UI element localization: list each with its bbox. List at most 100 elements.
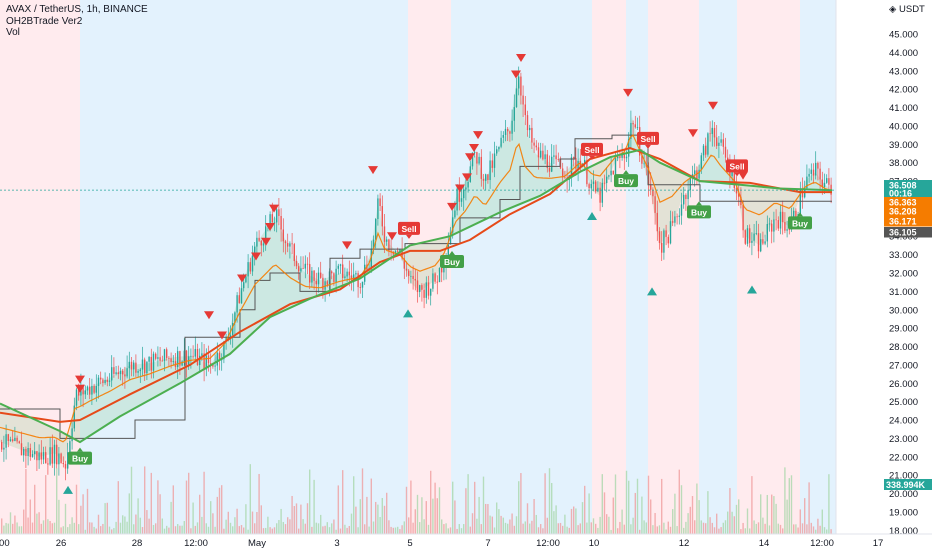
candle-body (36, 451, 38, 461)
candle-body (214, 365, 216, 367)
candle-body (683, 194, 685, 205)
candle-body (742, 205, 744, 231)
volume-bar (456, 528, 458, 534)
candle-body (764, 241, 766, 244)
candle-body (465, 187, 467, 190)
volume-bar (654, 512, 656, 534)
volume-bar (27, 517, 29, 534)
volume-bar (45, 475, 47, 534)
candle-body (247, 262, 249, 277)
volume-bar (141, 527, 144, 534)
candle-body (548, 168, 551, 172)
candle-body (735, 188, 738, 194)
candle-body (603, 182, 606, 184)
volume-bar (581, 502, 584, 534)
volume-bar (265, 527, 267, 534)
volume-bar (370, 478, 372, 534)
volume-bar (201, 516, 203, 534)
candle-body (636, 127, 639, 128)
volume-bar (256, 511, 258, 534)
volume-bar (476, 518, 478, 534)
volume-bar (276, 523, 278, 534)
candle-body (394, 250, 397, 255)
candle-body (309, 264, 311, 283)
candle-body (436, 281, 438, 283)
candle-body (782, 211, 784, 223)
volume-bar (333, 519, 335, 534)
candle-body (625, 156, 628, 159)
volume-bar (722, 522, 724, 534)
candle-body (95, 385, 97, 393)
volume-bar (782, 528, 784, 534)
candle-body (621, 154, 623, 158)
volume-bar (372, 521, 375, 534)
volume-bar (575, 508, 577, 534)
candle-body (427, 282, 430, 296)
volume-bar (163, 528, 166, 534)
volume-bar (588, 493, 590, 534)
time-tick-label: :00 (0, 538, 10, 549)
candle-body (119, 370, 122, 375)
candle-body (113, 367, 115, 374)
candle-body (75, 389, 78, 406)
buy-label (687, 205, 711, 219)
candle-body (599, 187, 601, 203)
volume-indicator-name: Vol (6, 27, 20, 38)
volume-bar (381, 497, 383, 534)
sell-triangle-icon (342, 241, 352, 250)
volume-bar (106, 502, 108, 534)
candle-body (49, 447, 51, 465)
candle-body (218, 352, 221, 361)
volume-bar (234, 517, 236, 534)
candle-body (256, 237, 258, 247)
candle-body (12, 439, 14, 442)
volume-bar (36, 513, 38, 534)
candle-body (562, 168, 564, 178)
candle-body (5, 434, 7, 448)
sell-triangle-icon (204, 311, 214, 320)
volume-bar (339, 528, 342, 534)
candle-body (84, 390, 86, 395)
background-zone (0, 0, 80, 534)
volume-bar (489, 515, 491, 534)
candle-body (23, 448, 25, 456)
volume-bar (361, 468, 364, 534)
buy-label-text: Buy (72, 454, 88, 464)
candle-body (159, 357, 161, 361)
candle-body (489, 160, 491, 180)
candle-body (203, 353, 205, 370)
volume-bar (658, 525, 661, 534)
sell-label (581, 142, 603, 156)
candle-body (801, 189, 804, 198)
buy-label-text: Buy (444, 257, 460, 267)
sell-triangle-icon (75, 384, 85, 393)
volume-bar (40, 523, 42, 534)
candle-body (375, 219, 377, 240)
volume-bar (480, 524, 482, 534)
volume-bar (592, 518, 595, 534)
candle-body (430, 288, 432, 296)
volume-bar (632, 517, 634, 534)
volume-bar (67, 527, 69, 534)
volume-bar (117, 481, 119, 534)
candle-body (592, 181, 595, 185)
candle-body (135, 362, 137, 373)
candle-body (326, 281, 328, 285)
candle-body (342, 264, 344, 278)
candle-body (795, 210, 797, 219)
volume-bar (815, 529, 817, 534)
candle-body (278, 209, 280, 217)
volume-bar (342, 470, 344, 534)
price-tick-label: 32.000 (889, 269, 918, 280)
candle-body (115, 372, 117, 374)
volume-bar (262, 528, 265, 534)
volume-bar (386, 492, 388, 534)
candle-body (124, 374, 126, 377)
volume-bar (29, 499, 31, 534)
candle-body (458, 188, 460, 202)
volume-bar (273, 527, 276, 534)
volume-bar (531, 520, 533, 534)
volume-bar (383, 505, 386, 534)
candle-body (755, 233, 757, 234)
